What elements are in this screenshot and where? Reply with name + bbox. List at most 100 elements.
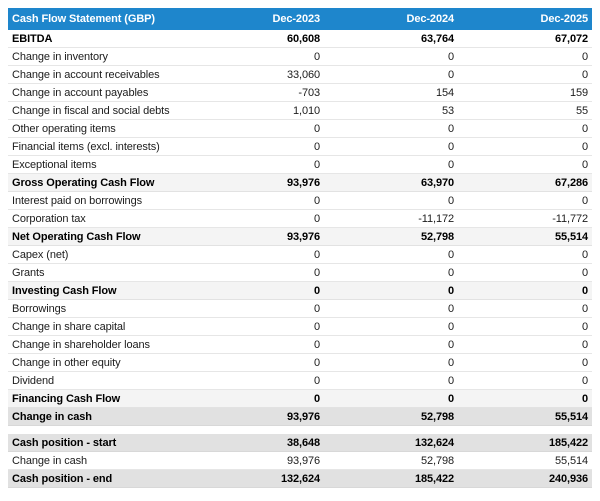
table-row: Change in account receivables 33,060 0 0 xyxy=(8,66,592,84)
row-value-dec-2024: 0 xyxy=(447,140,454,153)
section-gap xyxy=(8,426,592,434)
row-value-dec-2023: 0 xyxy=(313,248,320,261)
row-value-dec-2024: 63,764 xyxy=(420,32,454,45)
table-row: Change in inventory 0 0 0 xyxy=(8,48,592,66)
table-row: Change in account payables -703 154 159 xyxy=(8,84,592,102)
table-body: EBITDA 60,608 63,764 67,072 Change in in… xyxy=(8,30,592,488)
row-value-dec-2025: 0 xyxy=(581,356,588,369)
row-value-dec-2023: 0 xyxy=(313,212,320,225)
row-value-dec-2025: -11,772 xyxy=(552,212,588,225)
table-row: Interest paid on borrowings 0 0 0 xyxy=(8,192,592,210)
row-value-dec-2024: 52,798 xyxy=(420,230,454,243)
row-value-dec-2023: 0 xyxy=(313,194,320,207)
table-row: Change in fiscal and social debts 1,010 … xyxy=(8,102,592,120)
row-value-dec-2023: 0 xyxy=(313,122,320,135)
row-label: Other operating items xyxy=(12,122,116,135)
table-row: Financial items (excl. interests) 0 0 0 xyxy=(8,138,592,156)
row-value-dec-2024: 0 xyxy=(447,320,454,333)
row-value-dec-2024: 0 xyxy=(447,266,454,279)
row-value-dec-2023: 0 xyxy=(313,338,320,351)
row-value-dec-2023: 33,060 xyxy=(286,68,320,81)
row-value-dec-2023: 0 xyxy=(313,140,320,153)
row-value-dec-2025: 55,514 xyxy=(554,410,588,423)
row-value-dec-2024: 0 xyxy=(447,338,454,351)
row-label: Gross Operating Cash Flow xyxy=(12,176,155,189)
row-value-dec-2025: 0 xyxy=(581,320,588,333)
row-label: Grants xyxy=(12,266,45,279)
row-label: Change in share capital xyxy=(12,320,126,333)
row-value-dec-2025: 55,514 xyxy=(554,454,588,467)
row-label: Corporation tax xyxy=(12,212,86,225)
row-label: Change in cash xyxy=(12,454,88,467)
row-value-dec-2025: 55 xyxy=(575,104,588,117)
row-value-dec-2023: 0 xyxy=(313,284,320,297)
cash-flow-statement-table: Cash Flow Statement (GBP) Dec-2023 Dec-2… xyxy=(8,8,592,488)
row-value-dec-2023: 0 xyxy=(313,392,320,405)
row-value-dec-2025: 0 xyxy=(581,374,588,387)
row-value-dec-2023: 0 xyxy=(313,302,320,315)
row-value-dec-2025: 0 xyxy=(581,122,588,135)
row-value-dec-2023: 0 xyxy=(313,266,320,279)
row-value-dec-2023: 0 xyxy=(313,356,320,369)
row-label: Change in account receivables xyxy=(12,68,160,81)
row-label: Change in cash xyxy=(12,410,92,423)
row-value-dec-2025: 0 xyxy=(581,68,588,81)
table-row: Capex (net) 0 0 0 xyxy=(8,246,592,264)
column-header-dec-2025: Dec-2025 xyxy=(540,13,588,25)
row-label: EBITDA xyxy=(12,32,53,45)
row-value-dec-2025: 159 xyxy=(569,86,588,99)
table-row: EBITDA 60,608 63,764 67,072 xyxy=(8,30,592,48)
row-label: Cash position - start xyxy=(12,436,117,449)
table-row: Change in cash 93,976 52,798 55,514 xyxy=(8,452,592,470)
row-value-dec-2023: 1,010 xyxy=(292,104,320,117)
row-value-dec-2025: 0 xyxy=(581,338,588,351)
row-value-dec-2023: -703 xyxy=(298,86,320,99)
row-label: Change in shareholder loans xyxy=(12,338,150,351)
row-value-dec-2025: 0 xyxy=(581,284,588,297)
table-row: Financing Cash Flow 0 0 0 xyxy=(8,390,592,408)
table-title: Cash Flow Statement (GBP) xyxy=(12,13,155,25)
table-row: Investing Cash Flow 0 0 0 xyxy=(8,282,592,300)
table-row: Grants 0 0 0 xyxy=(8,264,592,282)
row-value-dec-2025: 0 xyxy=(581,158,588,171)
row-value-dec-2025: 240,936 xyxy=(548,472,588,485)
row-label: Investing Cash Flow xyxy=(12,284,117,297)
row-value-dec-2024: 0 xyxy=(447,356,454,369)
row-value-dec-2024: 0 xyxy=(447,248,454,261)
row-value-dec-2024: 0 xyxy=(447,122,454,135)
row-value-dec-2023: 93,976 xyxy=(286,230,320,243)
row-value-dec-2024: 0 xyxy=(447,374,454,387)
row-value-dec-2023: 93,976 xyxy=(286,454,320,467)
row-value-dec-2023: 60,608 xyxy=(286,32,320,45)
row-value-dec-2024: 0 xyxy=(447,284,454,297)
row-value-dec-2023: 93,976 xyxy=(286,410,320,423)
table-row: Cash position - end 132,624 185,422 240,… xyxy=(8,470,592,488)
row-label: Financing Cash Flow xyxy=(12,392,121,405)
table-row: Exceptional items 0 0 0 xyxy=(8,156,592,174)
row-value-dec-2025: 0 xyxy=(581,302,588,315)
row-label: Change in fiscal and social debts xyxy=(12,104,170,117)
row-value-dec-2025: 0 xyxy=(581,140,588,153)
table-row: Cash position - start 38,648 132,624 185… xyxy=(8,434,592,452)
row-value-dec-2023: 132,624 xyxy=(280,472,320,485)
table-row: Dividend 0 0 0 xyxy=(8,372,592,390)
row-value-dec-2024: 132,624 xyxy=(414,436,454,449)
table-row: Change in cash 93,976 52,798 55,514 xyxy=(8,408,592,426)
row-label: Change in account payables xyxy=(12,86,149,99)
row-value-dec-2025: 0 xyxy=(581,50,588,63)
row-label: Capex (net) xyxy=(12,248,69,261)
row-label: Borrowings xyxy=(12,302,67,315)
row-label: Dividend xyxy=(12,374,55,387)
row-value-dec-2024: 0 xyxy=(447,194,454,207)
row-value-dec-2024: 0 xyxy=(447,392,454,405)
table-row: Change in share capital 0 0 0 xyxy=(8,318,592,336)
row-value-dec-2023: 38,648 xyxy=(286,436,320,449)
row-value-dec-2025: 0 xyxy=(581,194,588,207)
row-value-dec-2025: 0 xyxy=(581,266,588,279)
row-value-dec-2024: 0 xyxy=(447,158,454,171)
table-row: Gross Operating Cash Flow 93,976 63,970 … xyxy=(8,174,592,192)
row-label: Change in other equity xyxy=(12,356,121,369)
row-label: Cash position - end xyxy=(12,472,113,485)
table-row: Corporation tax 0 -11,172 -11,772 xyxy=(8,210,592,228)
